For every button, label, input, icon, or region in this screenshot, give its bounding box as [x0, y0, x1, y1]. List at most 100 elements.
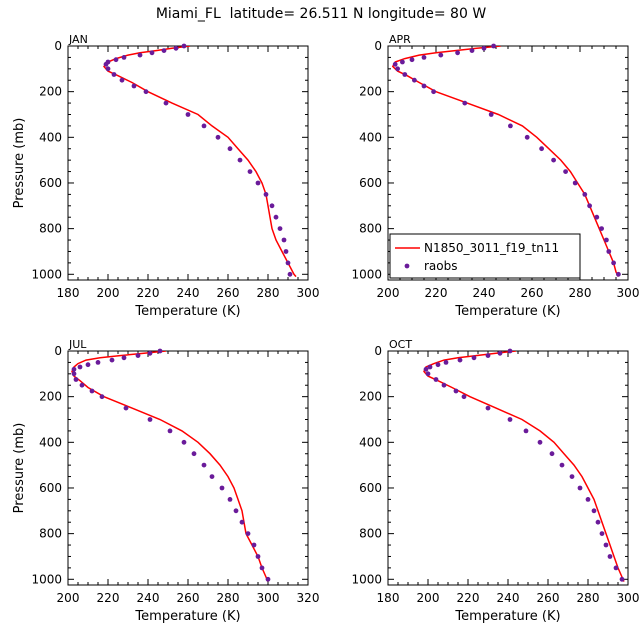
raobs-point: [559, 462, 565, 468]
raobs-point: [616, 271, 621, 277]
raobs-point: [79, 382, 85, 388]
raobs-point: [603, 542, 609, 548]
raobs-point: [113, 57, 119, 63]
raobs-point: [611, 260, 616, 266]
y-tick-label: 1000: [31, 267, 62, 281]
x-tick-label: 300: [257, 591, 280, 605]
raobs-point: [85, 362, 91, 368]
raobs-point: [524, 134, 530, 140]
panel-jan: JAN 180 200 220 240 260 280 300 0 200 400 600 800 100…: [12, 33, 319, 319]
x-tick-label: 280: [217, 591, 240, 605]
raobs-point: [594, 214, 600, 220]
raobs-point: [485, 405, 491, 411]
raobs-point: [281, 237, 287, 243]
y-tick-label: 200: [359, 390, 382, 404]
raobs-point: [595, 519, 601, 525]
raobs-point: [441, 382, 447, 388]
raobs-point: [461, 394, 467, 400]
y-tick-label: 800: [359, 527, 382, 541]
raobs-point: [433, 377, 439, 382]
raobs-point: [157, 348, 163, 354]
raobs-point: [167, 428, 173, 434]
y-tick-label: 600: [39, 176, 62, 190]
raobs-point: [245, 531, 251, 536]
raobs-point: [427, 364, 433, 370]
x-tick-label: 280: [577, 591, 600, 605]
y-tick-label: 400: [39, 130, 62, 144]
x-tick-label: 220: [425, 286, 448, 300]
raobs-point: [237, 157, 243, 163]
x-tick-label: 220: [457, 591, 480, 605]
raobs-point: [181, 43, 187, 49]
panel-apr: APR 200 220 240 260 280 300 0 200 400 600 800 1000 Te…: [351, 33, 639, 319]
y-tick-label: 1000: [351, 572, 382, 586]
x-tick-label: 260: [217, 286, 240, 300]
x-tick-label: 180: [57, 286, 80, 300]
raobs-point: [577, 485, 583, 491]
raobs-point: [537, 439, 543, 445]
raobs-point: [161, 48, 167, 53]
model-line: [103, 46, 297, 278]
raobs-point: [95, 360, 101, 365]
model-line: [391, 46, 620, 277]
raobs-point: [582, 192, 588, 197]
x-tick-label: 220: [137, 286, 160, 300]
raobs-point: [173, 45, 179, 51]
raobs-point: [613, 565, 619, 571]
y-tick-label: 1000: [31, 572, 62, 586]
y-tick-label: 0: [54, 344, 62, 358]
raobs-point: [455, 50, 460, 56]
raobs-point: [227, 497, 233, 502]
raobs-point: [143, 89, 149, 95]
raobs-point: [109, 357, 115, 363]
raobs-point: [606, 249, 612, 254]
raobs-point: [604, 237, 609, 243]
raobs-point: [239, 519, 245, 525]
legend-obs-label: raobs: [424, 259, 458, 273]
raobs-point: [147, 350, 153, 356]
raobs-point: [402, 72, 408, 77]
raobs-point: [269, 203, 275, 209]
raobs-point: [412, 77, 417, 83]
raobs-point: [471, 355, 477, 361]
y-tick-label: 600: [359, 176, 382, 190]
raobs-point: [137, 52, 143, 58]
raobs-point: [488, 112, 494, 117]
raobs-point: [149, 50, 155, 56]
panel-oct: OCT 180 200 220 240 260 280 300 0 200 400 600 800 100…: [351, 338, 639, 624]
raobs-point: [247, 169, 253, 175]
raobs-point: [453, 388, 459, 394]
x-tick-label: 300: [617, 591, 640, 605]
raobs-point: [591, 508, 597, 514]
x-tick-label: 260: [521, 286, 544, 300]
panel-label: JUL: [68, 338, 87, 351]
raobs-point: [400, 59, 405, 65]
y-tick-label: 1000: [351, 267, 382, 281]
raobs-point: [435, 362, 441, 368]
y-tick-label: 600: [359, 481, 382, 495]
panels: JAN 180 200 220 240 260 280 300 0 200 400 600 800 100…: [12, 33, 639, 624]
y-tick-label: 400: [359, 435, 382, 449]
raobs-point: [469, 48, 475, 53]
raobs-point: [215, 134, 221, 140]
panel-label: JAN: [68, 33, 88, 46]
raobs-point: [539, 146, 544, 152]
x-tick-label: 240: [137, 591, 160, 605]
raobs-point: [259, 565, 265, 571]
x-tick-label: 240: [473, 286, 496, 300]
raobs-point: [421, 55, 427, 60]
legend-obs-swatch: [404, 263, 410, 269]
raobs-point: [119, 77, 125, 83]
y-tick-label: 0: [54, 39, 62, 53]
y-tick-label: 800: [359, 222, 382, 236]
raobs-point: [481, 45, 487, 51]
raobs-point: [587, 203, 592, 209]
raobs-point: [285, 260, 291, 266]
y-tick-label: 0: [374, 344, 382, 358]
x-axis-title: Temperature (K): [454, 609, 560, 624]
raobs-point: [191, 451, 197, 457]
raobs-point: [71, 366, 77, 372]
x-tick-label: 300: [297, 286, 320, 300]
raobs-point: [185, 112, 191, 117]
